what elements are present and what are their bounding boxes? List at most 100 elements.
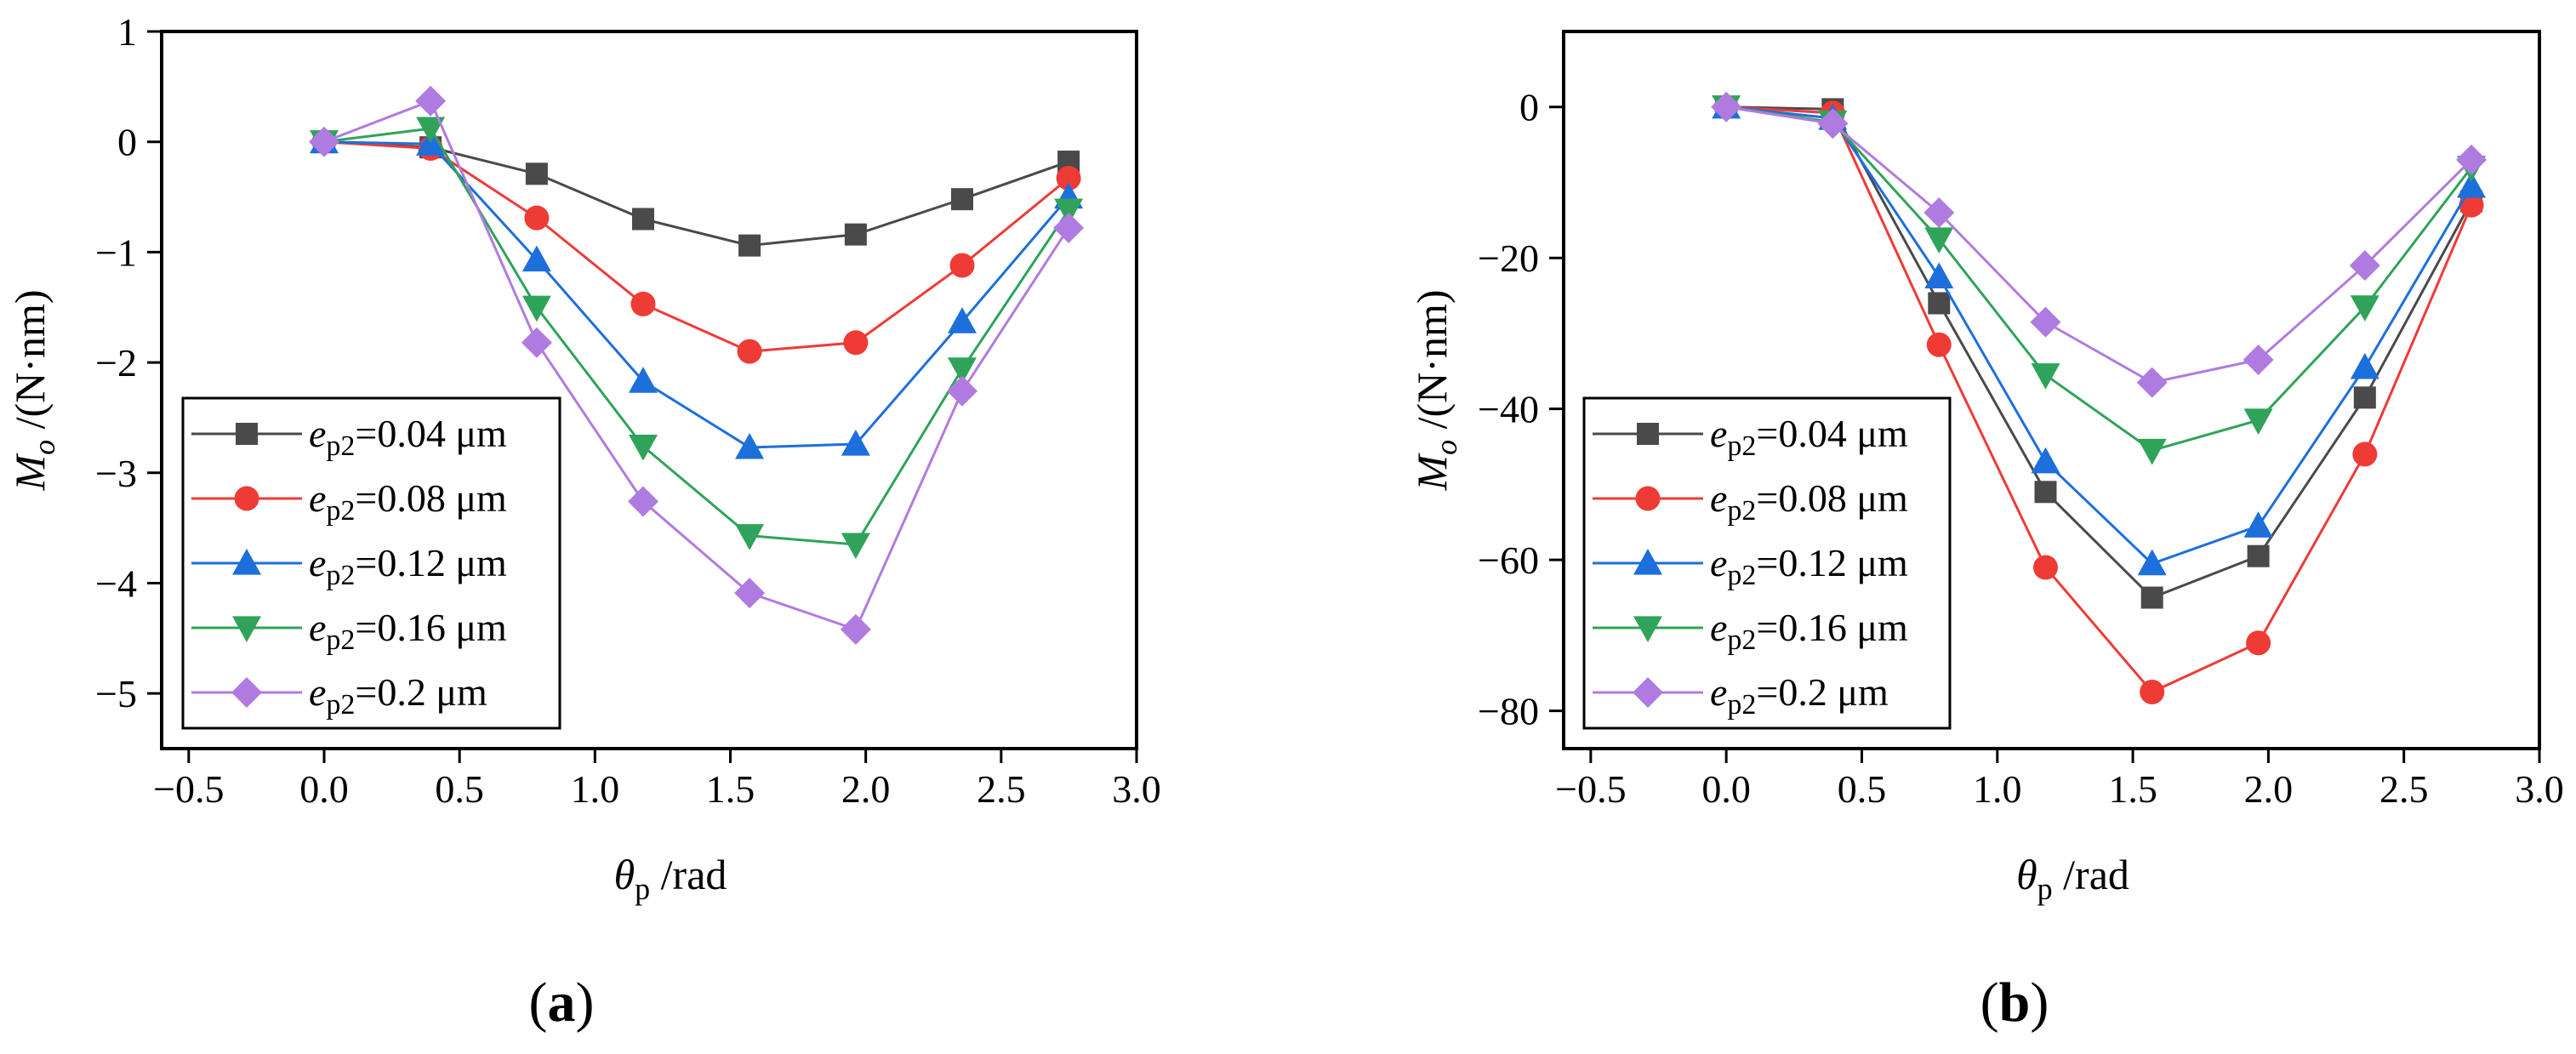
data-point [2350,295,2379,322]
data-point [1924,227,1954,254]
y-tick-label: −5 [95,672,137,715]
x-tick-label: 3.0 [2515,767,2564,811]
data-point [2031,363,2060,390]
series-line [323,140,1070,449]
data-point [628,367,658,393]
legend-label: ep2=0.16 μm [309,606,507,656]
data-point [1923,197,1955,228]
data-point [950,188,973,211]
legend-marker [236,423,258,445]
x-tick-label: 2.0 [2244,767,2294,811]
legend: ep2=0.04 μm ep2=0.08 μm ep2=0.12 μm ep2=0.1… [181,396,561,730]
data-point [309,126,339,157]
legend-label: ep2=0.08 μm [309,476,507,527]
series-4 [309,85,1085,645]
panel-label: (b) [1980,971,2049,1034]
y-tick-label: 0 [117,121,137,164]
data-point [630,291,656,316]
x-tick-label: −0.5 [1555,767,1626,811]
data-point [2246,630,2271,656]
legend-marker [1633,616,1662,642]
data-point [1926,332,1952,357]
legend-marker [232,616,261,642]
x-tick-label: 0.0 [1701,767,1751,811]
data-point [2136,367,2168,398]
x-tick-label: 0.0 [299,767,349,811]
y-tick-label: −3 [95,452,137,495]
legend-marker [1635,486,1661,511]
data-point [2034,481,2057,504]
legend-marker [231,677,262,708]
legend: ep2=0.04 μm ep2=0.08 μm ep2=0.12 μm ep2=0.1… [1582,396,1952,730]
data-point [2031,447,2060,474]
data-point [415,85,447,117]
legend-label: ep2=0.08 μm [1710,476,1908,527]
data-point [416,117,446,144]
y-tick-label: −40 [1478,388,1539,431]
x-tick-label: 1.5 [706,767,755,811]
y-tick-label: −1 [95,231,137,274]
data-point [521,245,551,272]
series-3 [310,117,1084,560]
plot-frame [160,30,1138,750]
plot-frame [1562,30,2541,750]
y-tick-label: 1 [117,10,137,54]
data-point [843,330,869,356]
data-point [1053,212,1085,243]
series-4 [1711,91,2488,398]
data-point [841,533,870,560]
data-point [844,223,867,246]
data-point [521,327,552,358]
data-point [738,234,761,257]
series-line [1726,105,2473,566]
data-point [947,307,977,333]
x-tick-label: 2.5 [2379,767,2429,811]
data-point [2352,442,2378,467]
x-tick-label: 1.0 [571,767,620,811]
legend-label: ep2=0.2 μm [309,670,487,721]
legend-label: ep2=0.2 μm [1710,670,1889,721]
x-tick-label: 2.0 [841,767,891,811]
y-tick-label: 0 [1519,86,1539,129]
data-point [841,430,870,456]
legend-marker [1637,423,1659,445]
series-line [323,127,1070,546]
data-point [2349,250,2380,282]
series-line [323,140,1069,248]
data-point [947,357,977,384]
y-axis-label: Mo /(N·nm) [6,290,61,492]
x-tick-label: 1.5 [2108,767,2157,811]
data-point [734,578,766,609]
data-point [2247,544,2270,567]
legend-marker [1633,549,1662,575]
data-point [735,524,765,550]
data-point [1056,165,1081,191]
data-point [946,375,977,407]
y-axis-label: Mo /(N·nm) [1408,290,1463,492]
legend-label: ep2=0.04 μm [309,412,507,462]
data-point [737,339,762,364]
chart-panel-a: −0.5 0.0 0.5 1.0 1.5 2.0 2.5 3.0 1 0 −1 −2 −3 −4 −5 θp … [6,10,1161,1034]
y-tick-label: −20 [1478,236,1539,280]
data-point [2243,345,2274,376]
data-point [524,205,550,231]
y-tick-label: −80 [1478,690,1539,733]
data-point [627,486,658,517]
legend-label: ep2=0.12 μm [1710,541,1908,591]
data-point [735,432,765,459]
series-line [323,99,1070,631]
series-line [1726,105,2473,694]
legend-marker [232,549,261,575]
legend-label: ep2=0.12 μm [309,541,507,591]
data-point [2350,352,2379,379]
data-point [2457,171,2487,198]
data-point [2140,586,2163,609]
series-line [1725,105,2473,453]
data-point [2456,144,2488,175]
x-tick-label: 3.0 [1112,767,1161,811]
data-point [2243,511,2273,538]
data-point [525,162,548,185]
data-point [2137,549,2167,576]
data-point [2137,438,2167,465]
